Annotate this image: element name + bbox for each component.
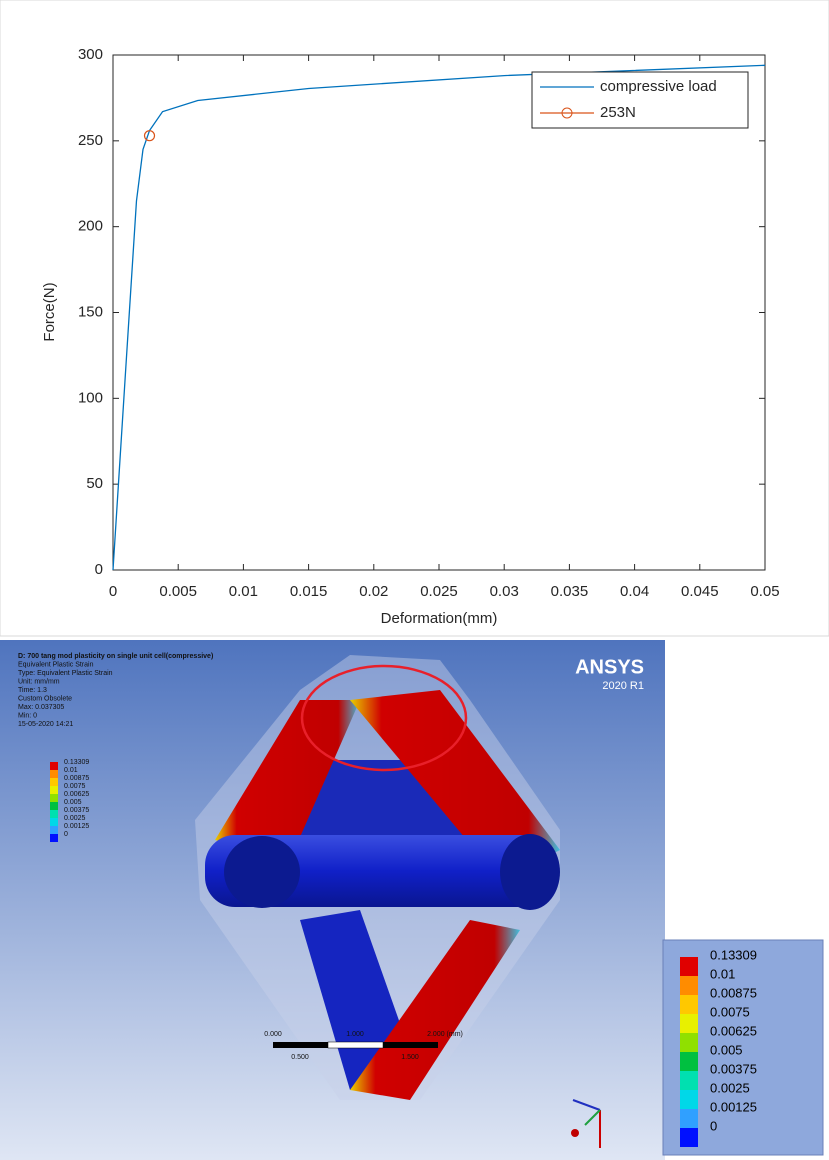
scale-bar — [383, 1042, 438, 1048]
scale-label: 1.000 — [346, 1031, 364, 1038]
legend-swatch — [680, 995, 698, 1014]
x-tick-label: 0.005 — [159, 583, 197, 600]
small-legend-swatch — [50, 826, 58, 834]
small-legend-swatch — [50, 762, 58, 770]
small-legend-swatch — [50, 810, 58, 818]
small-legend-label: 0.005 — [64, 799, 82, 806]
legend-swatch — [680, 1071, 698, 1090]
x-tick-label: 0.035 — [551, 583, 589, 600]
legend-label: 0.13309 — [710, 947, 757, 962]
legend-label: 0.00875 — [710, 985, 757, 1000]
x-tick-label: 0.01 — [229, 583, 258, 600]
small-legend-swatch — [50, 778, 58, 786]
scale-bar — [328, 1042, 383, 1048]
x-tick-label: 0.04 — [620, 583, 649, 600]
small-legend-label: 0 — [64, 831, 68, 838]
y-tick-label: 200 — [78, 218, 103, 235]
legend-swatch — [680, 1090, 698, 1109]
x-tick-label: 0.045 — [681, 583, 719, 600]
strut-end-right — [500, 834, 560, 910]
x-tick-label: 0.015 — [290, 583, 328, 600]
strut-end-left — [224, 836, 300, 908]
scale-bar — [273, 1042, 328, 1048]
legend-swatch — [680, 1109, 698, 1128]
legend-label: 0.0075 — [710, 1004, 750, 1019]
small-legend-label: 0.0025 — [64, 815, 86, 822]
x-tick-label: 0.025 — [420, 583, 458, 600]
small-legend-swatch — [50, 802, 58, 810]
legend-swatch — [680, 1052, 698, 1071]
legend-label: 0.01 — [710, 966, 735, 981]
version: 2020 R1 — [602, 680, 644, 692]
y-tick-label: 150 — [78, 303, 103, 320]
y-tick-label: 250 — [78, 132, 103, 149]
header-line: 15-05-2020 14:21 — [18, 721, 73, 728]
x-tick-label: 0 — [109, 583, 117, 600]
small-legend-swatch — [50, 770, 58, 778]
scale-label: 1.500 — [401, 1054, 419, 1061]
header-line: Time: 1.3 — [18, 687, 47, 694]
small-legend-swatch — [50, 834, 58, 842]
y-tick-label: 100 — [78, 389, 103, 406]
small-legend-label: 0.00875 — [64, 775, 89, 782]
legend-label: 0.00625 — [710, 1023, 757, 1038]
legend-swatch — [680, 957, 698, 976]
small-legend-label: 0.01 — [64, 767, 78, 774]
legend-swatch — [680, 1128, 698, 1147]
x-tick-label: 0.05 — [750, 583, 779, 600]
y-tick-label: 50 — [86, 475, 103, 492]
scale-label: 0.000 — [264, 1031, 282, 1038]
legend-swatch — [680, 1014, 698, 1033]
plot-area — [113, 55, 765, 570]
small-legend-swatch — [50, 818, 58, 826]
scale-label: 2.000 (mm) — [427, 1031, 463, 1038]
header-line: Custom Obsolete — [18, 695, 72, 702]
small-legend-label: 0.0075 — [64, 783, 86, 790]
legend-label: 0.00125 — [710, 1099, 757, 1114]
header-line: Unit: mm/mm — [18, 678, 60, 685]
x-tick-label: 0.03 — [490, 583, 519, 600]
legend-label: 253N — [600, 104, 636, 121]
page: Deformation(mm) Force(N) D: 700 tang mod… — [0, 0, 829, 1160]
small-legend-swatch — [50, 794, 58, 802]
legend-label: 0.005 — [710, 1042, 743, 1057]
header-line: Min: 0 — [18, 712, 37, 719]
legend-label: 0.00375 — [710, 1061, 757, 1076]
y-axis-label: Force(N) — [41, 282, 58, 341]
y-tick-label: 300 — [78, 46, 103, 63]
small-legend-label: 0.00125 — [64, 823, 89, 830]
small-legend-label: 0.13309 — [64, 759, 89, 766]
header-line: Equivalent Plastic Strain — [18, 661, 94, 668]
header-line: Type: Equivalent Plastic Strain — [18, 670, 113, 677]
legend-label: 0 — [710, 1118, 717, 1133]
scale-label: 0.500 — [291, 1054, 309, 1061]
legend-label: 0.0025 — [710, 1080, 750, 1095]
legend-label: compressive load — [600, 78, 717, 95]
simulation-panel: D: 700 tang mod plasticity on single uni… — [0, 640, 823, 1160]
brand: ANSYS — [575, 656, 644, 678]
x-axis-label: Deformation(mm) — [381, 610, 498, 627]
small-legend-swatch — [50, 786, 58, 794]
legend-swatch — [680, 1033, 698, 1052]
header-line: Max: 0.037305 — [18, 704, 64, 711]
header-line: D: 700 tang mod plasticity on single uni… — [18, 653, 213, 660]
small-legend-label: 0.00625 — [64, 791, 89, 798]
x-tick-label: 0.02 — [359, 583, 388, 600]
legend-swatch — [680, 976, 698, 995]
small-legend-label: 0.00375 — [64, 807, 89, 814]
y-tick-label: 0 — [95, 561, 103, 578]
